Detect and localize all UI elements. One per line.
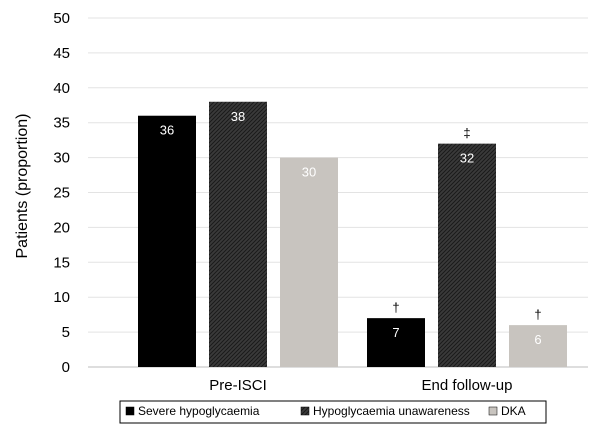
legend-swatch xyxy=(488,406,498,416)
y-tick-label: 20 xyxy=(53,219,70,236)
legend-label: Severe hypoglycaemia xyxy=(138,404,260,418)
data-label: 6 xyxy=(534,332,541,347)
bar xyxy=(138,115,196,367)
bars xyxy=(138,101,567,367)
significance-marker: ‡ xyxy=(463,126,470,141)
category-label: End follow-up xyxy=(422,377,513,394)
y-tick-label: 10 xyxy=(53,289,70,306)
data-label: 32 xyxy=(460,151,474,166)
y-axis-label: Patients (proportion) xyxy=(14,114,31,259)
x-axis: Pre-ISCI End follow-up xyxy=(209,377,512,394)
data-label: 38 xyxy=(231,109,245,124)
y-tick-label: 25 xyxy=(53,185,70,202)
legend-swatch xyxy=(300,406,310,416)
bar xyxy=(280,157,338,367)
legend-label: DKA xyxy=(501,404,526,418)
significance-marker: † xyxy=(534,307,541,322)
legend-box xyxy=(119,400,547,424)
data-label: 36 xyxy=(160,123,174,138)
y-tick-label: 45 xyxy=(53,45,70,62)
y-tick-label: 15 xyxy=(53,254,70,271)
y-tick-label: 40 xyxy=(53,80,70,97)
y-tick-label: 35 xyxy=(53,115,70,132)
bar xyxy=(509,325,567,367)
bar xyxy=(209,101,267,367)
data-labels: 36 7 † 38 32 ‡ 30 6 † xyxy=(160,109,542,347)
bar xyxy=(438,143,496,367)
y-tick-label: 0 xyxy=(62,359,70,376)
bar xyxy=(367,318,425,367)
legend: Severe hypoglycaemia Hypoglycaemia unawar… xyxy=(119,400,547,424)
legend-swatch xyxy=(125,406,135,416)
category-label: Pre-ISCI xyxy=(209,377,267,394)
legend-label: Hypoglycaemia unawareness xyxy=(313,404,470,418)
y-tick-label: 5 xyxy=(62,324,70,341)
y-axis: 0 5 10 15 20 25 30 35 40 45 50 xyxy=(53,10,70,376)
significance-marker: † xyxy=(392,300,399,315)
y-tick-label: 50 xyxy=(53,10,70,27)
data-label: 7 xyxy=(392,325,399,340)
data-label: 30 xyxy=(302,165,316,180)
y-tick-label: 30 xyxy=(53,150,70,167)
